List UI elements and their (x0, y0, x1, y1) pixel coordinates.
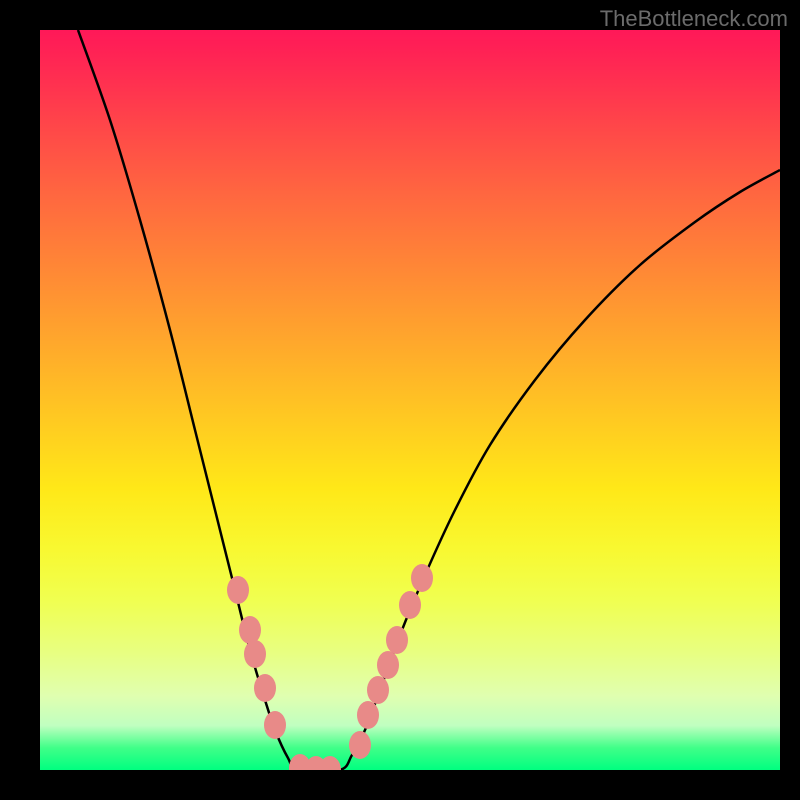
data-marker (411, 564, 433, 592)
data-marker (239, 616, 261, 644)
data-marker (254, 674, 276, 702)
v-curve-line (78, 30, 780, 770)
watermark-text: TheBottleneck.com (600, 6, 788, 32)
plot-area (40, 30, 780, 770)
data-marker (399, 591, 421, 619)
data-marker (377, 651, 399, 679)
data-marker (264, 711, 286, 739)
data-marker (367, 676, 389, 704)
data-marker (227, 576, 249, 604)
curve-markers (227, 564, 433, 770)
data-marker (349, 731, 371, 759)
data-marker (244, 640, 266, 668)
v-curve-chart (40, 30, 780, 770)
data-marker (386, 626, 408, 654)
data-marker (319, 756, 341, 770)
data-marker (357, 701, 379, 729)
